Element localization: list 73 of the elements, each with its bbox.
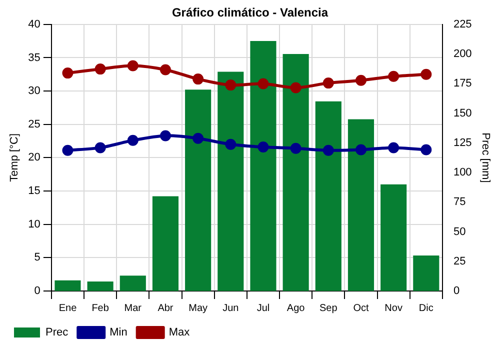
- point: [322, 78, 334, 89]
- point: [290, 82, 302, 94]
- y2-tick-label: 100: [453, 166, 472, 179]
- y2-tick-label: 125: [453, 136, 472, 149]
- point: [127, 134, 138, 146]
- y2-axis-title: Prec [mm]: [479, 132, 492, 183]
- y-tick-label: 0: [34, 285, 40, 298]
- point: [192, 74, 204, 85]
- x-tick-label: Sep: [320, 302, 338, 314]
- x-tick-label: May: [188, 302, 208, 314]
- legend-label: Prec: [46, 326, 69, 339]
- point: [420, 68, 432, 80]
- x-tick-label: Jun: [222, 302, 239, 314]
- y-tick-label: 35: [28, 52, 40, 64]
- point: [62, 68, 74, 79]
- bar: [87, 282, 114, 291]
- bar: [348, 119, 374, 291]
- y-axis-title: Temp [°C]: [8, 133, 21, 182]
- y2-tick-label: 200: [453, 48, 472, 60]
- bar: [185, 90, 212, 291]
- y-tick-label: 25: [28, 118, 40, 130]
- bar: [380, 184, 407, 291]
- x-tick-label: Oct: [353, 302, 369, 314]
- y2-tick-label: 25: [453, 255, 466, 268]
- x-tick-label: Ene: [58, 302, 78, 314]
- point: [62, 144, 74, 156]
- bar: [120, 276, 146, 291]
- bar: [54, 280, 81, 291]
- x-tick-label: Jul: [256, 302, 270, 314]
- y2-tick-label: 175: [453, 78, 472, 90]
- bar: [413, 255, 440, 291]
- point: [94, 64, 106, 75]
- point: [322, 144, 334, 156]
- bar: [152, 196, 179, 291]
- y-tick-label: 10: [28, 218, 40, 230]
- y-tick-label: 30: [28, 85, 40, 98]
- point: [160, 64, 171, 76]
- bar: [250, 40, 276, 291]
- chart-title: Gráfico climático - Valencia: [172, 6, 328, 20]
- legend-label: Max: [168, 326, 190, 339]
- point: [420, 144, 432, 156]
- y-tick-label: 15: [28, 185, 40, 198]
- point: [290, 142, 302, 154]
- y-tick-label: 20: [28, 152, 40, 164]
- point: [388, 70, 400, 82]
- x-tick-label: Feb: [92, 302, 110, 314]
- bar: [315, 101, 342, 291]
- point: [192, 132, 204, 144]
- bar: [218, 72, 244, 291]
- point: [94, 142, 106, 154]
- point: [225, 80, 236, 91]
- y2-tick-label: 150: [453, 107, 472, 120]
- y2-tick-label: 225: [453, 18, 472, 30]
- point: [355, 144, 366, 156]
- x-tick-label: Abr: [158, 302, 174, 314]
- x-tick-label: Nov: [384, 302, 402, 314]
- y-tick-label: 5: [34, 252, 40, 264]
- x-tick-label: Mar: [124, 302, 142, 314]
- x-tick-label: Ago: [286, 302, 306, 314]
- y2-tick-label: 0: [453, 285, 460, 298]
- point: [388, 142, 400, 154]
- point: [355, 74, 366, 86]
- x-tick-label: Dic: [418, 302, 434, 314]
- point: [225, 138, 236, 150]
- point: [127, 60, 138, 72]
- y2-tick-label: 75: [453, 196, 466, 208]
- point: [258, 142, 269, 153]
- y2-tick-label: 50: [453, 226, 466, 238]
- point: [258, 78, 269, 90]
- bar: [282, 54, 309, 291]
- legend-label: Min: [110, 326, 128, 339]
- y-tick-label: 40: [28, 18, 40, 30]
- point: [160, 130, 171, 142]
